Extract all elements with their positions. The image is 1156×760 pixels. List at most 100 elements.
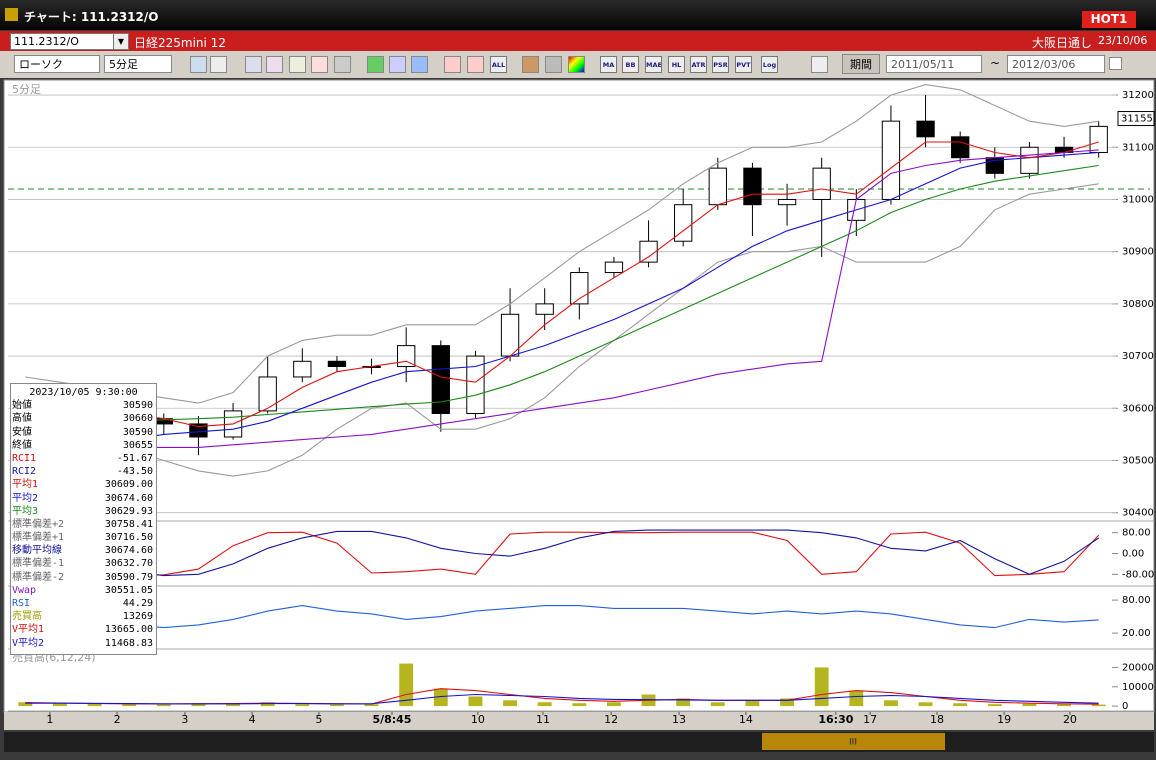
date-from[interactable]: 2011/05/11	[886, 55, 982, 73]
volume-bar	[226, 703, 240, 707]
y-tick-label: 0	[1122, 701, 1128, 712]
candle-body	[1020, 146, 1039, 174]
y-tick-label: 10000	[1122, 682, 1154, 693]
tool-icon[interactable]	[190, 56, 207, 73]
series-line	[25, 164, 1099, 430]
info-value: 30632.70	[104, 558, 153, 570]
info-label: V平均1	[12, 624, 45, 636]
hot-badge[interactable]: HOT1	[1082, 11, 1136, 28]
tool-icon[interactable]	[467, 56, 484, 73]
scroll-thumb[interactable]	[762, 733, 945, 750]
info-row: 平均2 30674.60	[11, 492, 156, 505]
indicator-button[interactable]: MA	[600, 56, 617, 73]
info-label: 標準偏差-1	[12, 558, 65, 570]
tool-icon[interactable]	[545, 56, 562, 73]
info-box: 2023/10/05 9:30:00 始値 30590 高値 30660 安値 30590 終…	[10, 383, 157, 655]
tool-icon[interactable]	[266, 56, 283, 73]
x-tick-label: 12	[604, 713, 618, 726]
volume-bar	[87, 703, 102, 707]
info-row: RSI 44.29	[11, 597, 156, 610]
x-tick-label: 4	[249, 713, 256, 726]
chart-type-select[interactable]: ローソク	[14, 55, 100, 73]
tool-icon[interactable]	[522, 56, 539, 73]
info-row: V平均1 13665.00	[11, 623, 156, 636]
candle-body	[812, 167, 831, 200]
y-tick-label: 0.00	[1122, 549, 1144, 560]
x-tick-label: 1	[46, 713, 53, 726]
info-label: 高値	[12, 413, 32, 425]
info-row: 平均3 30629.93	[11, 505, 156, 518]
plot-area: 3040030500306003070030800309003100031100…	[8, 83, 1155, 726]
scrollbar[interactable]	[4, 732, 1154, 752]
candle-body	[743, 167, 762, 206]
period-button[interactable]: 期間	[842, 54, 880, 74]
info-label: 標準偏差+2	[12, 518, 65, 530]
candle-body	[189, 423, 208, 438]
series-line	[25, 693, 1099, 705]
x-axis-band	[4, 712, 1154, 730]
volume-bar	[260, 702, 275, 707]
info-label: 標準偏差+1	[12, 532, 65, 544]
date-to[interactable]: 2012/03/06	[1007, 55, 1105, 73]
tool-icon[interactable]	[411, 56, 428, 73]
x-tick-label: 18	[930, 713, 944, 726]
tool-icon[interactable]	[367, 56, 384, 73]
candle-body	[674, 204, 693, 242]
info-label: 安値	[12, 426, 32, 438]
indicator-button[interactable]: Log	[761, 56, 778, 73]
info-row: V平均2 11468.83	[11, 637, 156, 650]
x-tick-label: 20	[1063, 713, 1077, 726]
indicator-button[interactable]: HL	[668, 56, 685, 73]
symbol-input[interactable]: 111.2312/O	[10, 33, 119, 50]
scroll-grip: III	[849, 738, 857, 748]
interval-select[interactable]: 5分足	[104, 55, 172, 73]
tool-icon[interactable]	[245, 56, 262, 73]
volume-bar	[849, 690, 864, 707]
candle-body	[466, 355, 485, 415]
symbol-name: 日経225mini 12	[134, 36, 226, 50]
checkbox[interactable]	[1109, 57, 1122, 70]
tool-icon[interactable]	[389, 56, 406, 73]
info-row: 高値 30660	[11, 412, 156, 425]
x-tick-label: 14	[739, 713, 753, 726]
tool-icon[interactable]	[210, 56, 227, 73]
y-tick-label: 30400	[1122, 508, 1154, 519]
candle-body	[916, 120, 935, 138]
indicator-button[interactable]: ATR	[690, 56, 707, 73]
indicator-button[interactable]: PVT	[735, 56, 752, 73]
y-tick-label: 30900	[1122, 247, 1154, 258]
y-tick-label: -80.00	[1122, 569, 1154, 580]
indicator-button[interactable]: PSR	[712, 56, 729, 73]
chart-background	[3, 79, 1155, 713]
candle-body	[777, 198, 797, 206]
symbol-bar: 111.2312/O ▼ 日経225mini 12 大阪日通し 23/10/06	[0, 31, 1156, 51]
candle-body	[639, 240, 658, 263]
dropdown-arrow[interactable]: ▼	[113, 33, 129, 50]
info-row: 標準偏差-1 30632.70	[11, 557, 156, 570]
market: 大阪日通し	[1032, 36, 1093, 50]
y-tick-label: 20.00	[1122, 628, 1151, 639]
indicator-button[interactable]: MAE	[645, 56, 662, 73]
candle-body	[535, 303, 554, 315]
indicator-button[interactable]: ALL	[490, 56, 507, 73]
tool-icon[interactable]	[334, 56, 351, 73]
candle-body	[293, 360, 312, 378]
tool-icon[interactable]	[289, 56, 306, 73]
x-tick-label: 5/8:45	[372, 713, 411, 726]
info-value: -43.50	[116, 466, 153, 478]
tool-icon[interactable]	[811, 56, 828, 73]
volume-bar	[918, 702, 933, 707]
tool-icon[interactable]	[444, 56, 461, 73]
indicator-button[interactable]: BB	[622, 56, 639, 73]
y-tick-label: 31200	[1122, 90, 1154, 101]
volume-bar	[1057, 704, 1071, 707]
chart: III 30400 30500 30600 30700 30800 30900 31000 3…	[3, 79, 1155, 752]
tool-icon[interactable]	[311, 56, 328, 73]
volume-bar	[122, 704, 137, 707]
candle-body	[1089, 125, 1108, 153]
tool-icon[interactable]	[568, 56, 585, 73]
info-value: 30674.60	[104, 492, 153, 504]
volume-bar	[1022, 703, 1037, 707]
info-value: 30629.93	[104, 505, 153, 517]
info-label: 標準偏差-2	[12, 571, 65, 583]
